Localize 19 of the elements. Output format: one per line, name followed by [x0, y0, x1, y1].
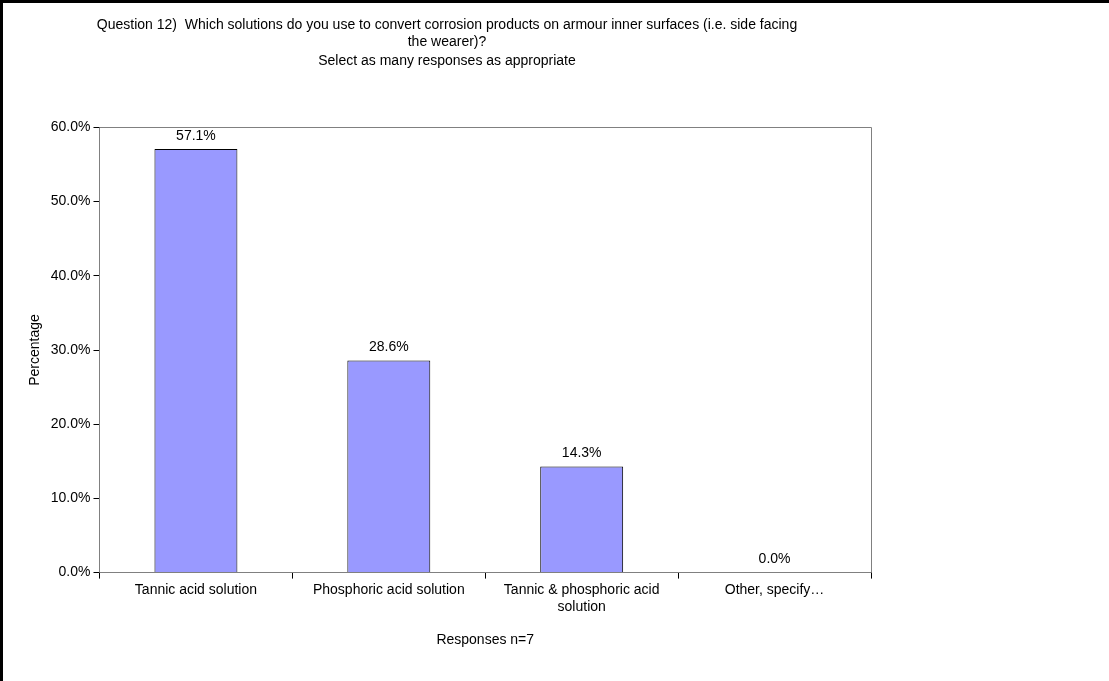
data-label: 0.0%	[758, 550, 791, 567]
y-tick-label: 10.0%	[50, 489, 91, 506]
chart-subtitle: Select as many responses as appropriate	[318, 51, 576, 68]
y-tick-label: 40.0%	[50, 266, 91, 283]
y-axis-title: Percentage	[26, 313, 43, 386]
x-tick-label: Tannic & phosphoric acid solution	[503, 580, 660, 614]
y-tick-label: 60.0%	[50, 118, 91, 135]
data-label: 57.1%	[176, 126, 216, 143]
x-axis-title: Responses n=7	[436, 631, 535, 648]
y-tick-label: 30.0%	[50, 340, 91, 357]
data-label: 14.3%	[561, 444, 602, 461]
x-tick-label: Phosphoric acid solution	[312, 580, 465, 597]
y-tick-label: 0.0%	[58, 563, 91, 580]
chart-title: Question 12) Which solutions do you use to convert corrosion products on armour inner surfaces (i.e. side facing the wearer)?	[96, 16, 798, 50]
x-tick-label: Tannic acid solution	[134, 580, 258, 597]
y-tick-label: 20.0%	[50, 415, 91, 432]
data-label: 28.6%	[368, 338, 409, 355]
x-tick-label: Other, specify…	[724, 580, 825, 597]
y-tick-label: 50.0%	[50, 192, 91, 209]
